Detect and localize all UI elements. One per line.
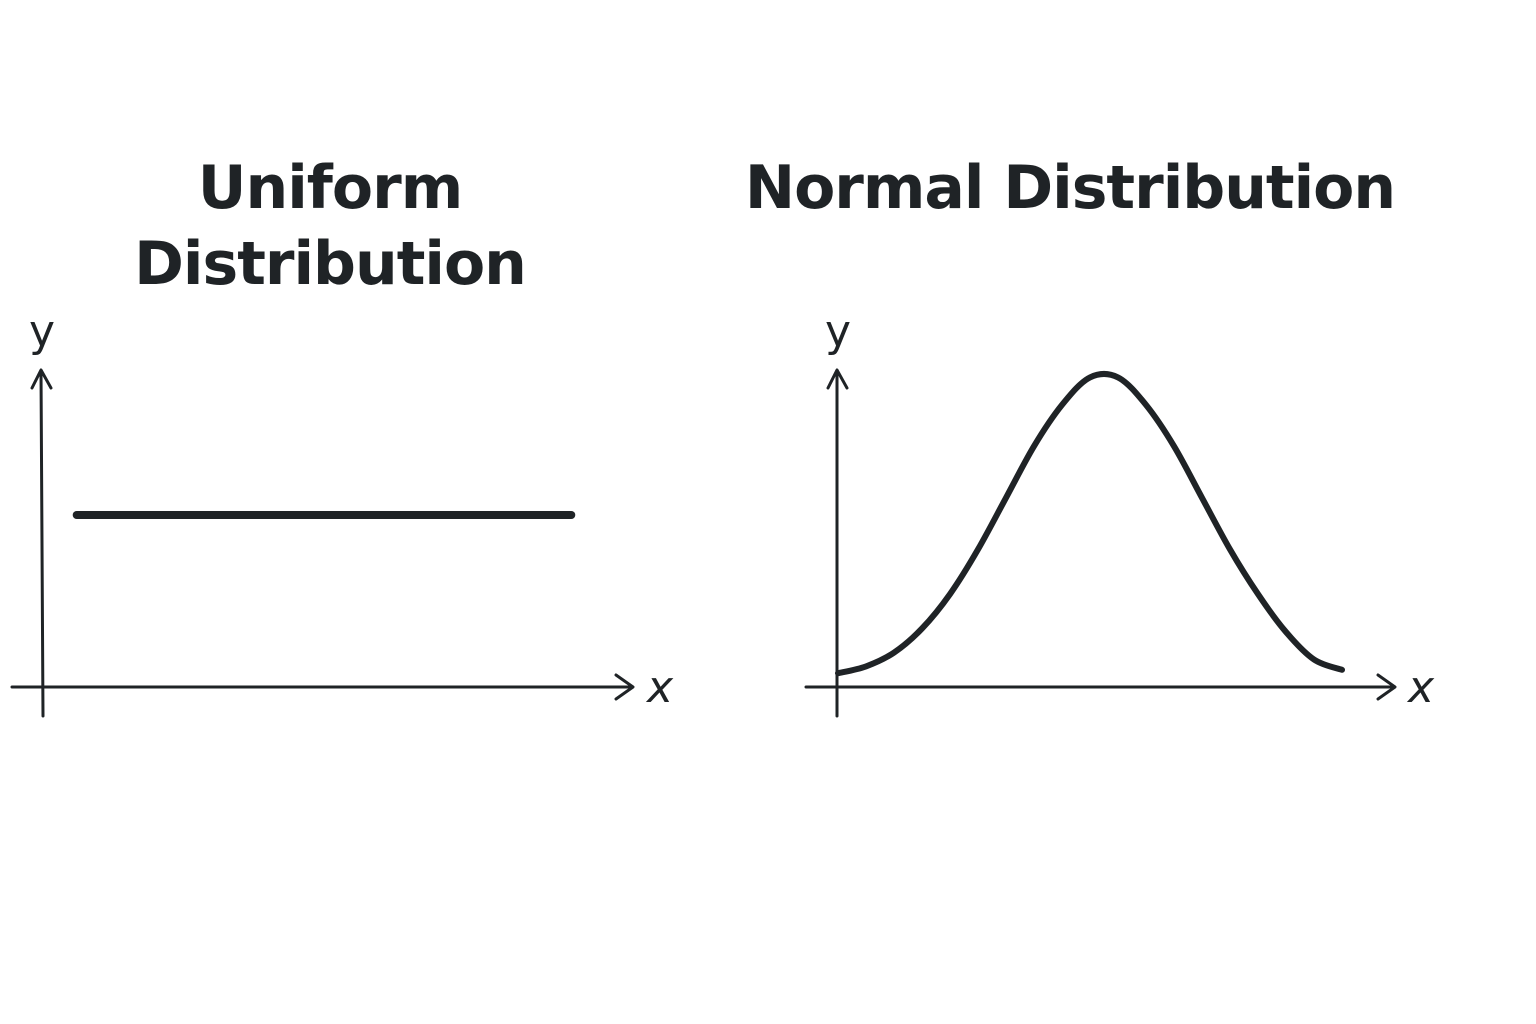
uniform-y-axis-arrowhead xyxy=(30,368,53,390)
normal-chart-title: Normal Distribution xyxy=(740,150,1400,226)
uniform-x-axis-label: x xyxy=(645,662,674,713)
normal-plot-area xyxy=(835,370,1345,677)
normal-x-axis-label: x xyxy=(1406,662,1435,713)
uniform-x-axis-arrowhead xyxy=(614,673,635,701)
uniform-title-line-1: Uniform xyxy=(197,153,463,223)
uniform-y-axis-label: y xyxy=(29,306,55,357)
uniform-y-axis xyxy=(39,370,45,718)
uniform-distribution-chart: y x xyxy=(10,306,674,718)
normal-y-axis-arrowhead xyxy=(826,368,849,390)
normal-title-line-1: Normal Distribution xyxy=(744,153,1396,223)
normal-distribution-chart: y x xyxy=(804,306,1435,718)
uniform-title-line-2: Distribution xyxy=(134,229,527,299)
normal-y-axis-label: y xyxy=(825,306,851,357)
uniform-chart-title: Uniform Distribution xyxy=(100,150,560,302)
normal-x-axis-arrowhead xyxy=(1376,673,1397,701)
normal-density-curve xyxy=(835,370,1345,677)
